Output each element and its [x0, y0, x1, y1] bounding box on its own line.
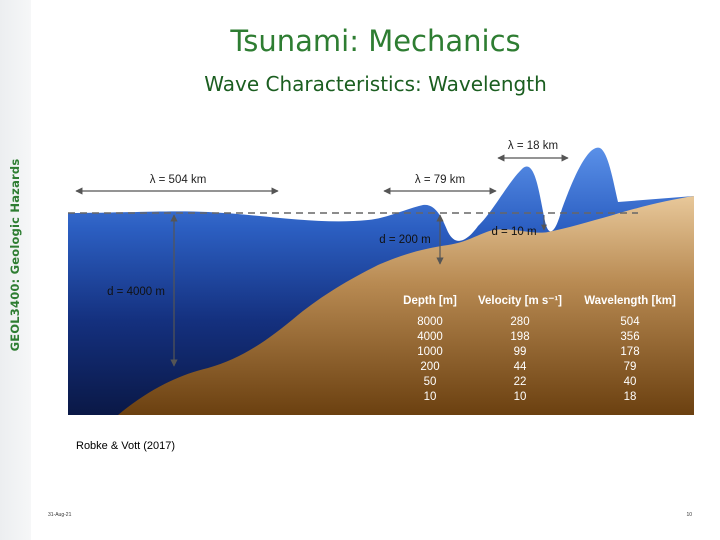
table-cell: 198	[510, 331, 529, 343]
seafloor-sediment	[118, 196, 694, 415]
tsunami-wavelength-figure: λ = 504 km λ = 79 km λ = 18 km d = 4000 …	[68, 130, 694, 415]
table-header-depth: Depth [m]	[403, 295, 457, 307]
wavelength-label-79: λ = 79 km	[415, 174, 465, 186]
sidebar: GEOL3400: Geologic Hazards	[0, 0, 31, 540]
table-cell: 10	[514, 391, 527, 403]
footer-date: 31-Aug-21	[48, 512, 72, 518]
table-cell: 356	[620, 331, 639, 343]
wavelength-label-504: λ = 504 km	[150, 174, 207, 186]
table-cell: 280	[510, 316, 529, 328]
table-cell: 79	[624, 361, 637, 373]
table-cell: 1000	[417, 346, 443, 358]
course-label: GEOL3400: Geologic Hazards	[8, 158, 22, 352]
table-cell: 200	[420, 361, 439, 373]
page-number: 10	[686, 512, 692, 518]
table-cell: 50	[424, 376, 437, 388]
depth-label-10: d = 10 m	[491, 226, 536, 238]
table-header-wavelength: Wavelength [km]	[584, 295, 676, 307]
depth-label-4000: d = 4000 m	[107, 286, 165, 298]
slide-title: Tsunami: Mechanics	[230, 24, 521, 58]
table-header-velocity: Velocity [m s⁻¹]	[478, 295, 562, 307]
table-cell: 504	[620, 316, 640, 328]
figure-canvas: λ = 504 km λ = 79 km λ = 18 km d = 4000 …	[68, 140, 694, 415]
table-cell: 8000	[417, 316, 443, 328]
table-cell: 4000	[417, 331, 443, 343]
slide-subtitle: Wave Characteristics: Wavelength	[204, 72, 547, 96]
wave-data-table: Depth [m] Velocity [m s⁻¹] Wavelength [k…	[403, 295, 676, 403]
table-cell: 18	[624, 391, 637, 403]
table-cell: 22	[514, 376, 527, 388]
wavelength-label-18: λ = 18 km	[508, 140, 558, 152]
table-cell: 40	[624, 376, 637, 388]
figure-credit: Robke & Vott (2017)	[76, 440, 176, 452]
table-cell: 99	[514, 346, 527, 358]
table-cell: 10	[424, 391, 437, 403]
table-cell: 44	[514, 361, 527, 373]
table-cell: 178	[620, 346, 639, 358]
depth-label-200: d = 200 m	[379, 234, 430, 246]
